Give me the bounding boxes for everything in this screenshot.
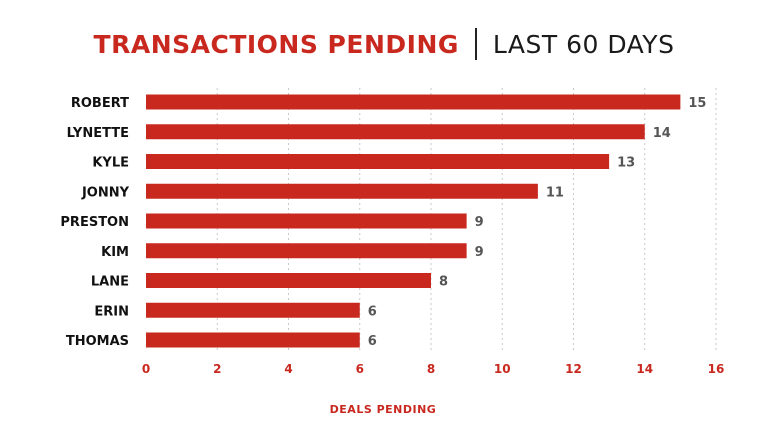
value-label: 13: [617, 156, 635, 171]
value-label: 6: [368, 334, 377, 349]
x-axis-title: DEALS PENDING: [330, 403, 437, 416]
bar: [146, 154, 610, 169]
bar: [146, 124, 645, 140]
category-label: ROBERT: [71, 96, 129, 111]
value-label: 6: [368, 304, 377, 319]
bar: [146, 213, 467, 229]
bar: [146, 183, 538, 199]
category-label: THOMAS: [66, 334, 129, 349]
bar: [146, 332, 360, 348]
chart-subtitle: LAST 60 DAYS: [492, 29, 675, 59]
value-label: 11: [546, 185, 564, 200]
value-label: 9: [475, 245, 484, 260]
x-tick-label: 16: [708, 362, 725, 376]
bar: [146, 243, 467, 259]
category-label: JONNY: [81, 185, 130, 200]
x-tick-label: 12: [565, 362, 582, 376]
value-label: 9: [475, 215, 484, 230]
value-label: 8: [439, 275, 448, 290]
chart-title: TRANSACTIONS PENDING: [93, 29, 459, 59]
x-tick-label: 8: [427, 362, 435, 376]
value-label: 15: [688, 96, 706, 111]
value-label: 14: [653, 126, 671, 141]
category-label: KYLE: [92, 156, 129, 171]
category-label: LANE: [91, 275, 129, 290]
category-label: LYNETTE: [67, 126, 129, 141]
bar: [146, 273, 431, 288]
x-tick-label: 14: [636, 362, 653, 376]
x-tick-label: 4: [284, 362, 292, 376]
category-label: ERIN: [94, 304, 129, 319]
x-tick-label: 6: [356, 362, 364, 376]
category-label: PRESTON: [60, 215, 129, 230]
bar: [146, 302, 360, 318]
title-divider: [474, 28, 477, 60]
x-tick-label: 2: [213, 362, 221, 376]
chart-title-row: TRANSACTIONS PENDING LAST 60 DAYS: [0, 22, 768, 66]
bar: [146, 94, 681, 110]
category-label: KIM: [101, 245, 129, 260]
x-tick-label: 0: [142, 362, 150, 376]
x-tick-label: 10: [494, 362, 511, 376]
